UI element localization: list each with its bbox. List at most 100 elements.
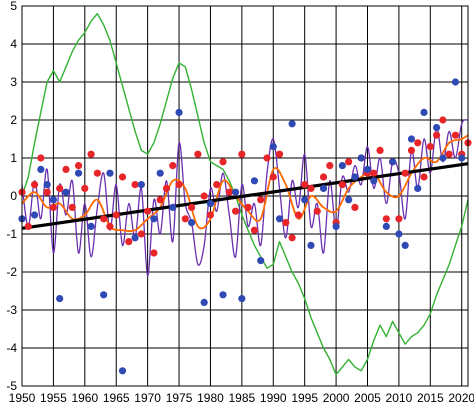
data-point-red: [445, 150, 453, 158]
data-point-blue: [156, 169, 164, 177]
data-point-blue: [250, 177, 259, 185]
data-point-blue: [74, 169, 83, 177]
series-lines: [21, 12, 469, 376]
data-point-blue: [206, 200, 215, 208]
data-point-red: [351, 203, 359, 211]
y-tick-labels: 5 4 3 2 1 0 -1 -2 -3 -4 -5: [6, 0, 17, 393]
y-tick-label: 0: [10, 189, 17, 203]
data-point-blue: [357, 154, 365, 162]
data-point-blue: [106, 169, 114, 177]
data-point-blue: [307, 241, 315, 249]
data-point-blue: [49, 196, 58, 204]
data-point-red: [414, 139, 422, 147]
data-point-red: [200, 192, 208, 200]
data-point-blue: [37, 165, 45, 173]
data-point-red: [37, 154, 45, 162]
data-point-red: [175, 181, 183, 189]
data-point-red: [43, 188, 51, 196]
data-point-red: [250, 226, 259, 234]
data-point-blue: [87, 222, 95, 230]
data-point-blue: [30, 211, 39, 219]
data-point-red: [206, 211, 215, 219]
data-point-blue: [414, 184, 422, 192]
data-point-red: [74, 162, 83, 170]
data-point-blue: [439, 154, 447, 162]
y-tick-label: 4: [10, 37, 17, 51]
y-tick-label: 3: [10, 75, 17, 89]
data-point-red: [188, 203, 196, 211]
data-point-blue: [351, 173, 359, 181]
x-tick-label: 1975: [166, 391, 193, 405]
data-point-red: [181, 215, 189, 223]
data-point-blue: [401, 241, 409, 249]
x-tick-label: 1980: [197, 391, 224, 405]
data-point-blue: [338, 162, 346, 170]
data-point-red: [144, 207, 152, 215]
data-point-red: [313, 207, 321, 215]
data-point-blue: [62, 188, 70, 196]
data-point-red: [370, 169, 378, 177]
data-point-red: [407, 146, 416, 154]
trend-line: [21, 162, 469, 230]
data-point-red: [432, 131, 441, 139]
data-point-red: [395, 215, 403, 223]
data-point-red: [194, 150, 202, 158]
data-point-blue: [389, 158, 397, 166]
data-point-blue: [175, 108, 183, 116]
data-point-blue: [137, 181, 145, 189]
data-point-blue: [269, 143, 277, 151]
x-tick-label: 1965: [103, 391, 130, 405]
data-point-blue: [432, 124, 441, 132]
y-tick-label: -5: [6, 379, 17, 393]
data-point-red: [269, 173, 277, 181]
data-point-red: [87, 150, 95, 158]
data-point-blue: [451, 78, 460, 86]
data-point-blue: [395, 230, 403, 238]
data-point-red: [131, 181, 139, 189]
data-point-blue: [301, 196, 309, 204]
data-point-red: [319, 173, 328, 181]
data-point-red: [150, 249, 158, 257]
data-point-blue: [370, 177, 378, 185]
data-point-red: [238, 150, 246, 158]
data-point-blue: [231, 188, 240, 196]
data-point-blue: [118, 367, 127, 375]
y-tick-label: 5: [10, 0, 17, 13]
data-point-blue: [43, 181, 51, 189]
data-point-red: [275, 150, 284, 158]
y-tick-label: -2: [6, 265, 17, 279]
plot-frame: [21, 5, 469, 387]
x-tick-label: 1990: [260, 391, 287, 405]
data-point-blue: [319, 184, 328, 192]
data-point-blue: [219, 291, 227, 299]
data-point-red: [426, 143, 434, 151]
data-point-red: [169, 162, 177, 170]
data-point-blue: [131, 234, 139, 242]
data-point-blue: [275, 215, 284, 223]
data-point-red: [326, 162, 334, 170]
x-tick-label: 2005: [354, 391, 381, 405]
data-point-red: [345, 158, 353, 166]
data-point-red: [156, 196, 164, 204]
x-tick-label: 1970: [134, 391, 161, 405]
x-tick-label: 1960: [71, 391, 98, 405]
data-point-red: [263, 154, 271, 162]
y-tick-label: 1: [10, 151, 17, 165]
y-tick-label: 2: [10, 113, 17, 127]
data-point-red: [68, 203, 76, 211]
series-line-purple: [21, 119, 469, 277]
x-tick-label: 2015: [417, 391, 444, 405]
x-tick-label: 2010: [386, 391, 413, 405]
data-point-blue: [420, 108, 428, 116]
data-point-red: [106, 222, 114, 230]
data-point-red: [382, 215, 390, 223]
markers: [18, 78, 472, 375]
series-line-green: [21, 12, 469, 376]
data-point-blue: [332, 222, 340, 230]
data-point-red: [93, 169, 101, 177]
data-point-red: [282, 219, 290, 227]
data-point-red: [288, 234, 296, 242]
data-point-blue: [188, 219, 196, 227]
x-tick-label: 1995: [291, 391, 318, 405]
